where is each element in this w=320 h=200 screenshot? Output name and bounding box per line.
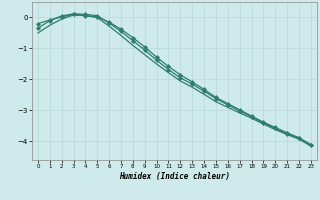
X-axis label: Humidex (Indice chaleur): Humidex (Indice chaleur) bbox=[119, 172, 230, 181]
